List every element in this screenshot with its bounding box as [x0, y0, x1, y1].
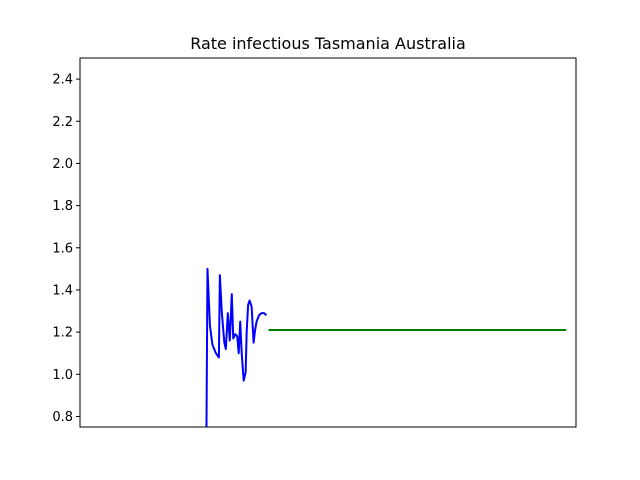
- y-tick-label: 1.6: [52, 241, 73, 256]
- y-tick-label: 1.0: [52, 368, 73, 383]
- y-tick-label: 1.8: [52, 199, 73, 214]
- series-line-1: [205, 267, 268, 427]
- y-tick-label: 0.8: [52, 410, 73, 425]
- axes-frame: [79, 57, 577, 428]
- y-tick-label: 2.0: [52, 157, 73, 172]
- y-tick-label: 1.4: [52, 283, 73, 298]
- y-tick-label: 2.2: [52, 115, 73, 130]
- y-tick-label: 1.2: [52, 326, 73, 341]
- plot-area: 0.8 1.0 1.2 1.4 1.6 1.8 2.0 2.2 2.4: [52, 57, 577, 428]
- chart-title: Rate infectious Tasmania Australia: [190, 34, 466, 53]
- y-tick-label: 2.4: [52, 73, 73, 88]
